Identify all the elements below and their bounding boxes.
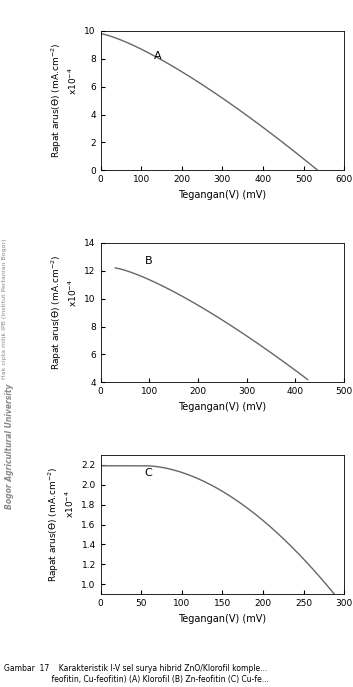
X-axis label: Tegangan(V) (mV): Tegangan(V) (mV) [178, 402, 267, 412]
Text: Bogor Agricultural University: Bogor Agricultural University [5, 384, 14, 509]
Text: Hak cipta milik IPB (Institut Pertanian Bogor): Hak cipta milik IPB (Institut Pertanian … [2, 239, 7, 379]
X-axis label: Tegangan(V) (mV): Tegangan(V) (mV) [178, 613, 267, 624]
Text: B: B [144, 256, 152, 266]
Text: Gambar  17    Karakteristik I-V sel surya hibrid ZnO/Klorofil komple...
        : Gambar 17 Karakteristik I-V sel surya hi… [4, 664, 268, 684]
X-axis label: Tegangan(V) (mV): Tegangan(V) (mV) [178, 190, 267, 200]
Text: A: A [154, 51, 162, 61]
Y-axis label: Rapat arus(ϴ) (mA.cm$^{-2}$)
              x10$^{-4}$: Rapat arus(ϴ) (mA.cm$^{-2}$) x10$^{-4}$ [50, 43, 79, 158]
Y-axis label: Rapat arus(ϴ) (mA.cm$^{-2}$)
              x10$^{-4}$: Rapat arus(ϴ) (mA.cm$^{-2}$) x10$^{-4}$ [50, 255, 79, 370]
Y-axis label: Rapat arus(ϴ) (mA.cm$^{-2}$)
              x10$^{-4}$: Rapat arus(ϴ) (mA.cm$^{-2}$) x10$^{-4}$ [47, 467, 76, 582]
Text: C: C [144, 468, 152, 477]
